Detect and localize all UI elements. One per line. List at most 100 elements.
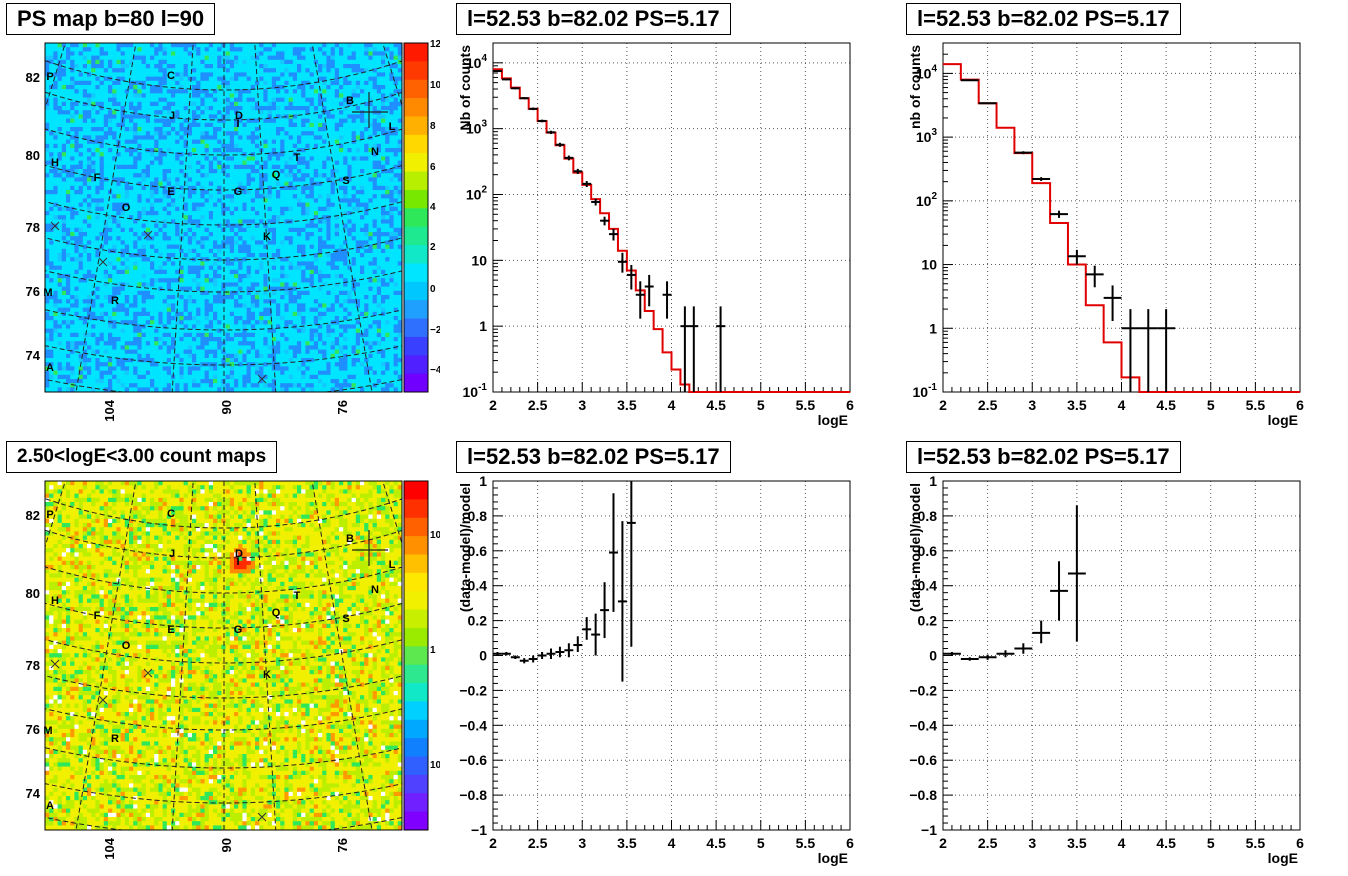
map-pixel [393,215,399,220]
map-pixel [183,55,189,61]
map-pixel [271,261,277,266]
map-pixel [57,122,63,128]
map-pixel [238,198,243,203]
map-pixel [368,76,373,82]
map-pixel [326,47,331,52]
map-pixel [192,43,197,48]
map-pixel [141,177,147,182]
map-pixel [45,257,50,262]
map-pixel [204,43,210,48]
map-pixel [234,51,239,56]
map-pixel [166,206,172,212]
map-pixel [61,55,67,61]
map-pixel [250,274,256,279]
map-pixel [61,232,67,237]
map-pixel [292,227,298,233]
map-pixel [364,240,369,245]
map-pixel [137,110,142,115]
map-pixel [213,194,218,199]
map-pixel [213,240,218,245]
map-pixel [339,148,344,153]
map-pixel [389,177,394,182]
map-pixel [389,64,394,69]
map-pixel [49,110,54,115]
map-pixel [360,143,365,149]
map-pixel [229,223,235,229]
map-pixel [158,148,163,153]
map-pixel [162,177,168,182]
map-pixel [330,135,336,140]
map-pixel [66,181,71,187]
map-pixel [116,72,121,77]
map-pixel [217,47,222,52]
map-pixel [372,223,378,229]
map-pixel [187,152,193,157]
map-pixel [124,274,130,279]
map-pixel [78,135,84,140]
map-pixel [339,97,344,103]
map-pixel [192,274,197,279]
map-pixel [45,47,50,52]
map-pixel [225,93,231,98]
map-pixel [326,185,331,191]
map-pixel [284,248,289,254]
map-pixel [95,89,100,94]
map-pixel [347,64,352,69]
map-pixel [326,76,331,82]
map-pixel [70,278,75,283]
map-pixel [57,219,63,224]
map-pixel [297,269,302,275]
map-pixel [74,261,79,266]
map-pixel [297,89,302,94]
map-pixel [95,257,100,262]
map-pixel [250,114,256,119]
map-pixel [162,278,168,283]
map-pixel [133,282,138,287]
map-pixel [217,106,222,111]
map-pixel [137,59,142,65]
map-pixel [162,76,168,82]
map-pixel [137,177,142,182]
map-pixel [360,278,365,283]
map-pixel [263,76,268,82]
map-pixel [124,114,130,119]
map-pixel [141,181,147,187]
map-pixel [99,194,105,199]
map-pixel [255,282,260,287]
map-pixel [271,55,277,61]
map-pixel [204,131,210,136]
map-pixel [95,131,100,136]
map-pixel [343,51,348,56]
map-pixel [246,177,252,182]
map-pixel [116,261,121,266]
map-pixel [347,248,352,254]
map-pixel [78,223,84,229]
map-pixel [288,253,294,258]
map-pixel [166,223,172,229]
map-pixel [120,206,126,212]
map-pixel [225,51,231,56]
map-pixel [179,143,184,149]
map-pixel [91,286,96,292]
map-pixel [192,110,197,115]
map-pixel [57,160,63,166]
map-pixel [158,269,163,275]
map-pixel [57,80,63,86]
map-pixel [381,211,386,216]
map-pixel [137,257,142,262]
map-pixel [234,232,239,237]
map-pixel [87,219,92,224]
map-pixel [271,97,277,103]
map-pixel [246,185,252,191]
map-pixel [116,219,121,224]
map-pixel [145,160,151,166]
map-pixel [351,85,357,90]
map-pixel [284,89,289,94]
map-pixel [229,278,235,283]
map-pixel [263,202,268,208]
map-pixel [385,173,390,178]
map-pixel [208,173,214,178]
map-pixel [318,244,323,250]
map-pixel [334,181,340,187]
map-pixel [368,114,373,119]
